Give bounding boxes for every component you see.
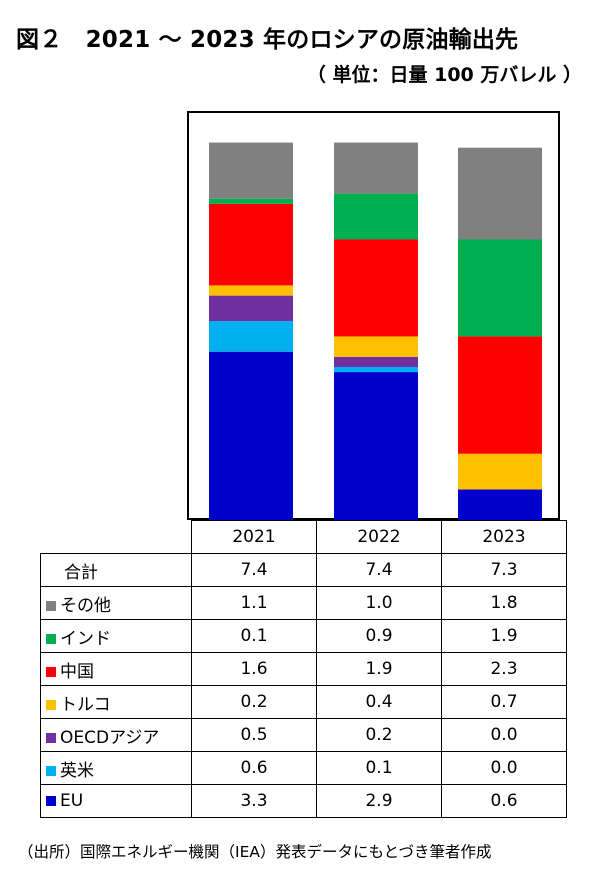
data-label: 0.2 xyxy=(191,685,317,719)
data-label: 0.0 xyxy=(441,718,567,752)
table-header-row: 2021 2022 2023 xyxy=(41,520,567,554)
bar-segment-2021-3 xyxy=(209,285,293,296)
legend-swatch xyxy=(46,633,56,644)
bar-segment-2021-5 xyxy=(209,198,293,204)
bar-segment-2023-0 xyxy=(458,489,542,520)
data-label: 0.9 xyxy=(316,619,442,653)
data-label: 2.3 xyxy=(441,652,567,686)
legend-entry: 英米 xyxy=(40,751,192,785)
row-label: 合計 xyxy=(40,553,192,587)
legend-swatch xyxy=(46,699,56,710)
bar-segment-2021-0 xyxy=(209,351,293,520)
bar-segment-2021-6 xyxy=(209,142,293,199)
data-label: 1.9 xyxy=(316,652,442,686)
tick-label-2023: 2023 xyxy=(441,520,567,554)
data-label: 0.6 xyxy=(191,751,317,785)
bar-segment-2023-6 xyxy=(458,147,542,240)
total-value-2021: 7.4 xyxy=(191,553,317,587)
bar-segment-2021-4 xyxy=(209,203,293,286)
table-row: その他 1.1 1.0 1.8 xyxy=(40,586,567,620)
legend-label: OECDアジア xyxy=(60,727,160,748)
bar-segment-2023-3 xyxy=(458,453,542,490)
data-label: 0.6 xyxy=(441,784,567,818)
chart-area xyxy=(187,111,560,520)
chart-title: 図２ 2021 ～ 2023 年のロシアの原油輸出先 xyxy=(16,27,519,53)
bar-segment-2022-5 xyxy=(334,193,418,240)
bar-segment-2021-2 xyxy=(209,295,293,322)
source-note: （出所）国際エネルギー機関（IEA）発表データにもとづき筆者作成 xyxy=(18,843,492,861)
legend-label: 英米 xyxy=(60,760,94,781)
legend-entry: その他 xyxy=(40,586,192,620)
tick-label-2022: 2022 xyxy=(316,520,442,554)
data-label: 0.1 xyxy=(316,751,442,785)
data-label: 0.4 xyxy=(316,685,442,719)
data-label: 1.9 xyxy=(441,619,567,653)
table-row: OECDアジア 0.5 0.2 0.0 xyxy=(40,718,567,752)
bar-segment-2023-5 xyxy=(458,239,542,337)
bar-segment-2022-0 xyxy=(334,372,418,520)
bar-segment-2023-4 xyxy=(458,336,542,454)
legend-entry: EU xyxy=(40,784,192,818)
data-label: 3.3 xyxy=(191,784,317,818)
legend-swatch xyxy=(46,666,56,677)
stacked-bar-chart xyxy=(209,142,542,520)
bar-segment-2022-4 xyxy=(334,239,418,337)
data-label: 1.6 xyxy=(191,652,317,686)
bar-segment-2022-1 xyxy=(334,367,418,373)
legend-label: インド xyxy=(60,628,111,649)
legend-swatch xyxy=(46,765,56,776)
bar-segment-2022-3 xyxy=(334,336,418,357)
table-row-total: 合計 7.4 7.4 7.3 xyxy=(40,553,567,587)
data-table: 2021 2022 2023 合計 7.4 7.4 7.3 その他 1.1 1.0 1.8 インド 0… xyxy=(40,520,567,818)
data-label: 0.5 xyxy=(191,718,317,752)
unit-label: （ 単位：日量 100 万バレル ） xyxy=(306,64,582,86)
legend-entry: OECDアジア xyxy=(40,718,192,752)
bar-segment-2022-2 xyxy=(334,356,418,367)
data-label: 1.0 xyxy=(316,586,442,620)
legend-label: その他 xyxy=(60,595,111,616)
table-row: 英米 0.6 0.1 0.0 xyxy=(40,751,567,785)
total-label: 合計 xyxy=(64,562,98,583)
table-row: インド 0.1 0.9 1.9 xyxy=(40,619,567,653)
legend-swatch xyxy=(46,600,56,611)
total-value-2023: 7.3 xyxy=(441,553,567,587)
data-label: 0.2 xyxy=(316,718,442,752)
legend-label: 中国 xyxy=(60,661,94,682)
legend-entry: トルコ xyxy=(40,685,192,719)
bar-segment-2022-6 xyxy=(334,142,418,194)
table-row: EU 3.3 2.9 0.6 xyxy=(40,784,567,818)
total-value-2022: 7.4 xyxy=(316,553,442,587)
legend-label: EU xyxy=(60,791,84,811)
data-label: 1.8 xyxy=(441,586,567,620)
data-label: 0.0 xyxy=(441,751,567,785)
data-label: 0.7 xyxy=(441,685,567,719)
legend-swatch xyxy=(46,796,56,806)
data-label: 1.1 xyxy=(191,586,317,620)
tick-label-2021: 2021 xyxy=(191,520,317,554)
table-row: 中国 1.6 1.9 2.3 xyxy=(40,652,567,686)
legend-entry: 中国 xyxy=(40,652,192,686)
bar-segment-2021-1 xyxy=(209,321,293,352)
data-label: 0.1 xyxy=(191,619,317,653)
legend-label: トルコ xyxy=(60,694,111,715)
legend-swatch xyxy=(46,732,56,743)
table-row: トルコ 0.2 0.4 0.7 xyxy=(40,685,567,719)
legend-entry: インド xyxy=(40,619,192,653)
table-corner xyxy=(41,521,192,554)
data-label: 2.9 xyxy=(316,784,442,818)
